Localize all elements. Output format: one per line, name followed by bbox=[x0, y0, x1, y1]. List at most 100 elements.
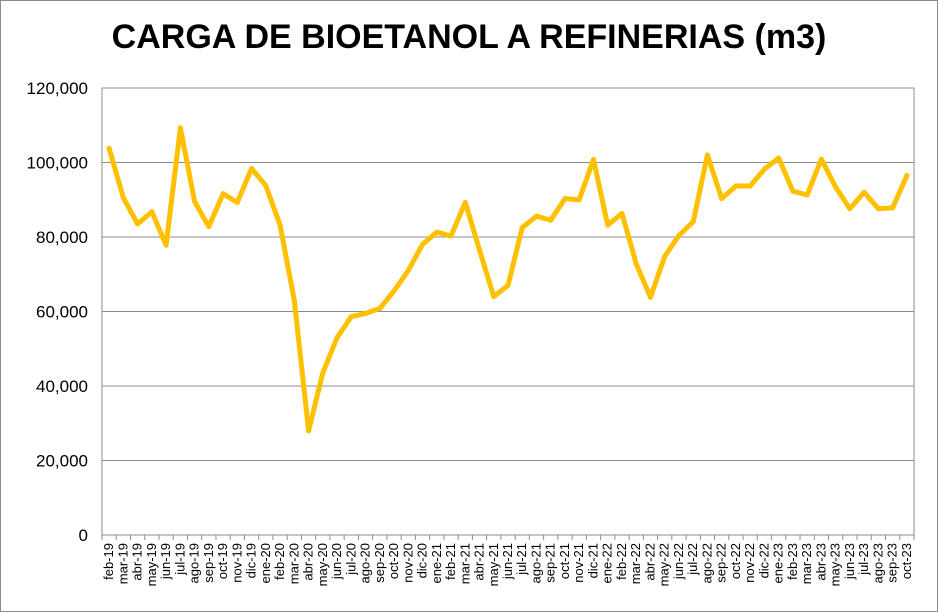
x-tick-label: may-20 bbox=[315, 543, 330, 586]
x-tick-label: jun-21 bbox=[500, 543, 515, 580]
y-tick-label: 80,000 bbox=[36, 228, 88, 247]
x-tick-label: dic-20 bbox=[415, 543, 430, 578]
data-point bbox=[847, 206, 853, 212]
data-point bbox=[562, 196, 568, 202]
x-tick-label: sep-20 bbox=[372, 543, 387, 583]
data-point bbox=[519, 225, 525, 231]
x-tick-label: oct-23 bbox=[899, 543, 914, 579]
data-point bbox=[647, 294, 653, 300]
data-point bbox=[220, 191, 226, 197]
x-tick-label: jun-23 bbox=[842, 543, 857, 580]
x-tick-label: sep-19 bbox=[201, 543, 216, 583]
y-axis: 0 20,000 40,000 60,000 80,000 100,000 120,000 bbox=[27, 79, 88, 545]
x-tick-label: mar-21 bbox=[457, 543, 472, 584]
x-tick-label: mar-22 bbox=[628, 543, 643, 584]
x-tick-label: jul-22 bbox=[685, 543, 700, 576]
x-axis: feb-19 mar-19 abr-19 may-19 jun-19 jul-19 ago-… bbox=[101, 534, 915, 586]
x-tick-label: oct-20 bbox=[386, 543, 401, 579]
data-point bbox=[605, 222, 611, 228]
x-tick-label: feb-20 bbox=[272, 543, 287, 580]
x-tick-label: dic-21 bbox=[585, 543, 600, 578]
y-tick-label: 20,000 bbox=[36, 452, 88, 471]
x-tick-label: jul-19 bbox=[172, 543, 187, 576]
x-tick-label: jun-19 bbox=[158, 543, 173, 580]
data-point bbox=[818, 156, 824, 162]
x-tick-label: abr-23 bbox=[813, 543, 828, 581]
x-tick-label: sep-22 bbox=[714, 543, 729, 583]
chart-title: CARGA DE BIOETANOL A REFINERIAS (m3) bbox=[111, 18, 827, 56]
data-point bbox=[533, 213, 539, 219]
x-tick-label: dic-19 bbox=[244, 543, 259, 578]
x-tick-label: jul-20 bbox=[343, 543, 358, 576]
x-tick-label: ago-21 bbox=[528, 543, 543, 583]
data-point bbox=[291, 297, 297, 303]
data-point bbox=[149, 209, 155, 215]
x-tick-label: abr-22 bbox=[642, 543, 657, 581]
series-line bbox=[106, 125, 910, 434]
x-tick-label: jul-21 bbox=[514, 543, 529, 576]
data-point bbox=[733, 183, 739, 189]
x-tick-label: ago-20 bbox=[358, 543, 373, 583]
data-point bbox=[377, 306, 383, 312]
x-tick-label: sep-21 bbox=[543, 543, 558, 583]
data-point bbox=[120, 195, 126, 201]
x-tick-label: abr-19 bbox=[130, 543, 145, 581]
x-tick-label: mar-20 bbox=[286, 543, 301, 584]
x-tick-label: ago-23 bbox=[870, 543, 885, 583]
x-tick-label: jul-23 bbox=[856, 543, 871, 576]
data-point bbox=[135, 221, 141, 227]
data-point bbox=[747, 183, 753, 189]
data-point bbox=[206, 224, 212, 230]
x-tick-label: mar-19 bbox=[115, 543, 130, 584]
data-point bbox=[875, 206, 881, 212]
y-tick-label: 100,000 bbox=[27, 154, 88, 173]
data-point bbox=[861, 189, 867, 195]
x-tick-label: ago-22 bbox=[699, 543, 714, 583]
data-point bbox=[690, 219, 696, 225]
x-tick-label: sep-23 bbox=[885, 543, 900, 583]
data-point bbox=[776, 155, 782, 161]
data-point bbox=[804, 192, 810, 198]
data-point bbox=[234, 199, 240, 205]
data-point bbox=[177, 125, 183, 131]
data-point bbox=[263, 183, 269, 189]
x-tick-label: ene-21 bbox=[429, 543, 444, 583]
y-tick-label: 60,000 bbox=[36, 303, 88, 322]
y-tick-label: 40,000 bbox=[36, 377, 88, 396]
data-point bbox=[163, 242, 169, 248]
x-tick-label: mar-23 bbox=[799, 543, 814, 584]
y-tick-label: 120,000 bbox=[27, 79, 88, 98]
x-tick-label: oct-22 bbox=[728, 543, 743, 579]
x-tick-label: nov-21 bbox=[571, 543, 586, 583]
data-point bbox=[790, 188, 796, 194]
data-point bbox=[619, 211, 625, 217]
data-point bbox=[491, 294, 497, 300]
data-point bbox=[106, 145, 112, 151]
series-group bbox=[106, 125, 910, 434]
x-tick-label: may-23 bbox=[828, 543, 843, 586]
x-tick-label: jun-20 bbox=[329, 543, 344, 580]
data-point bbox=[505, 282, 511, 288]
data-point bbox=[306, 428, 312, 434]
x-tick-label: ago-19 bbox=[187, 543, 202, 583]
data-point bbox=[477, 247, 483, 253]
data-point bbox=[662, 253, 668, 259]
data-point bbox=[320, 370, 326, 376]
data-point bbox=[590, 157, 596, 163]
data-point bbox=[704, 152, 710, 158]
x-tick-label: feb-21 bbox=[443, 543, 458, 580]
data-point bbox=[761, 166, 767, 172]
x-tick-label: nov-20 bbox=[400, 543, 415, 583]
data-point bbox=[576, 197, 582, 203]
data-point bbox=[719, 196, 725, 202]
data-point bbox=[391, 288, 397, 294]
data-point bbox=[434, 229, 440, 235]
x-tick-label: dic-22 bbox=[756, 543, 771, 578]
data-point bbox=[420, 241, 426, 247]
data-point bbox=[633, 261, 639, 267]
data-point bbox=[448, 233, 454, 239]
x-tick-label: may-21 bbox=[486, 543, 501, 586]
data-point bbox=[548, 217, 554, 223]
